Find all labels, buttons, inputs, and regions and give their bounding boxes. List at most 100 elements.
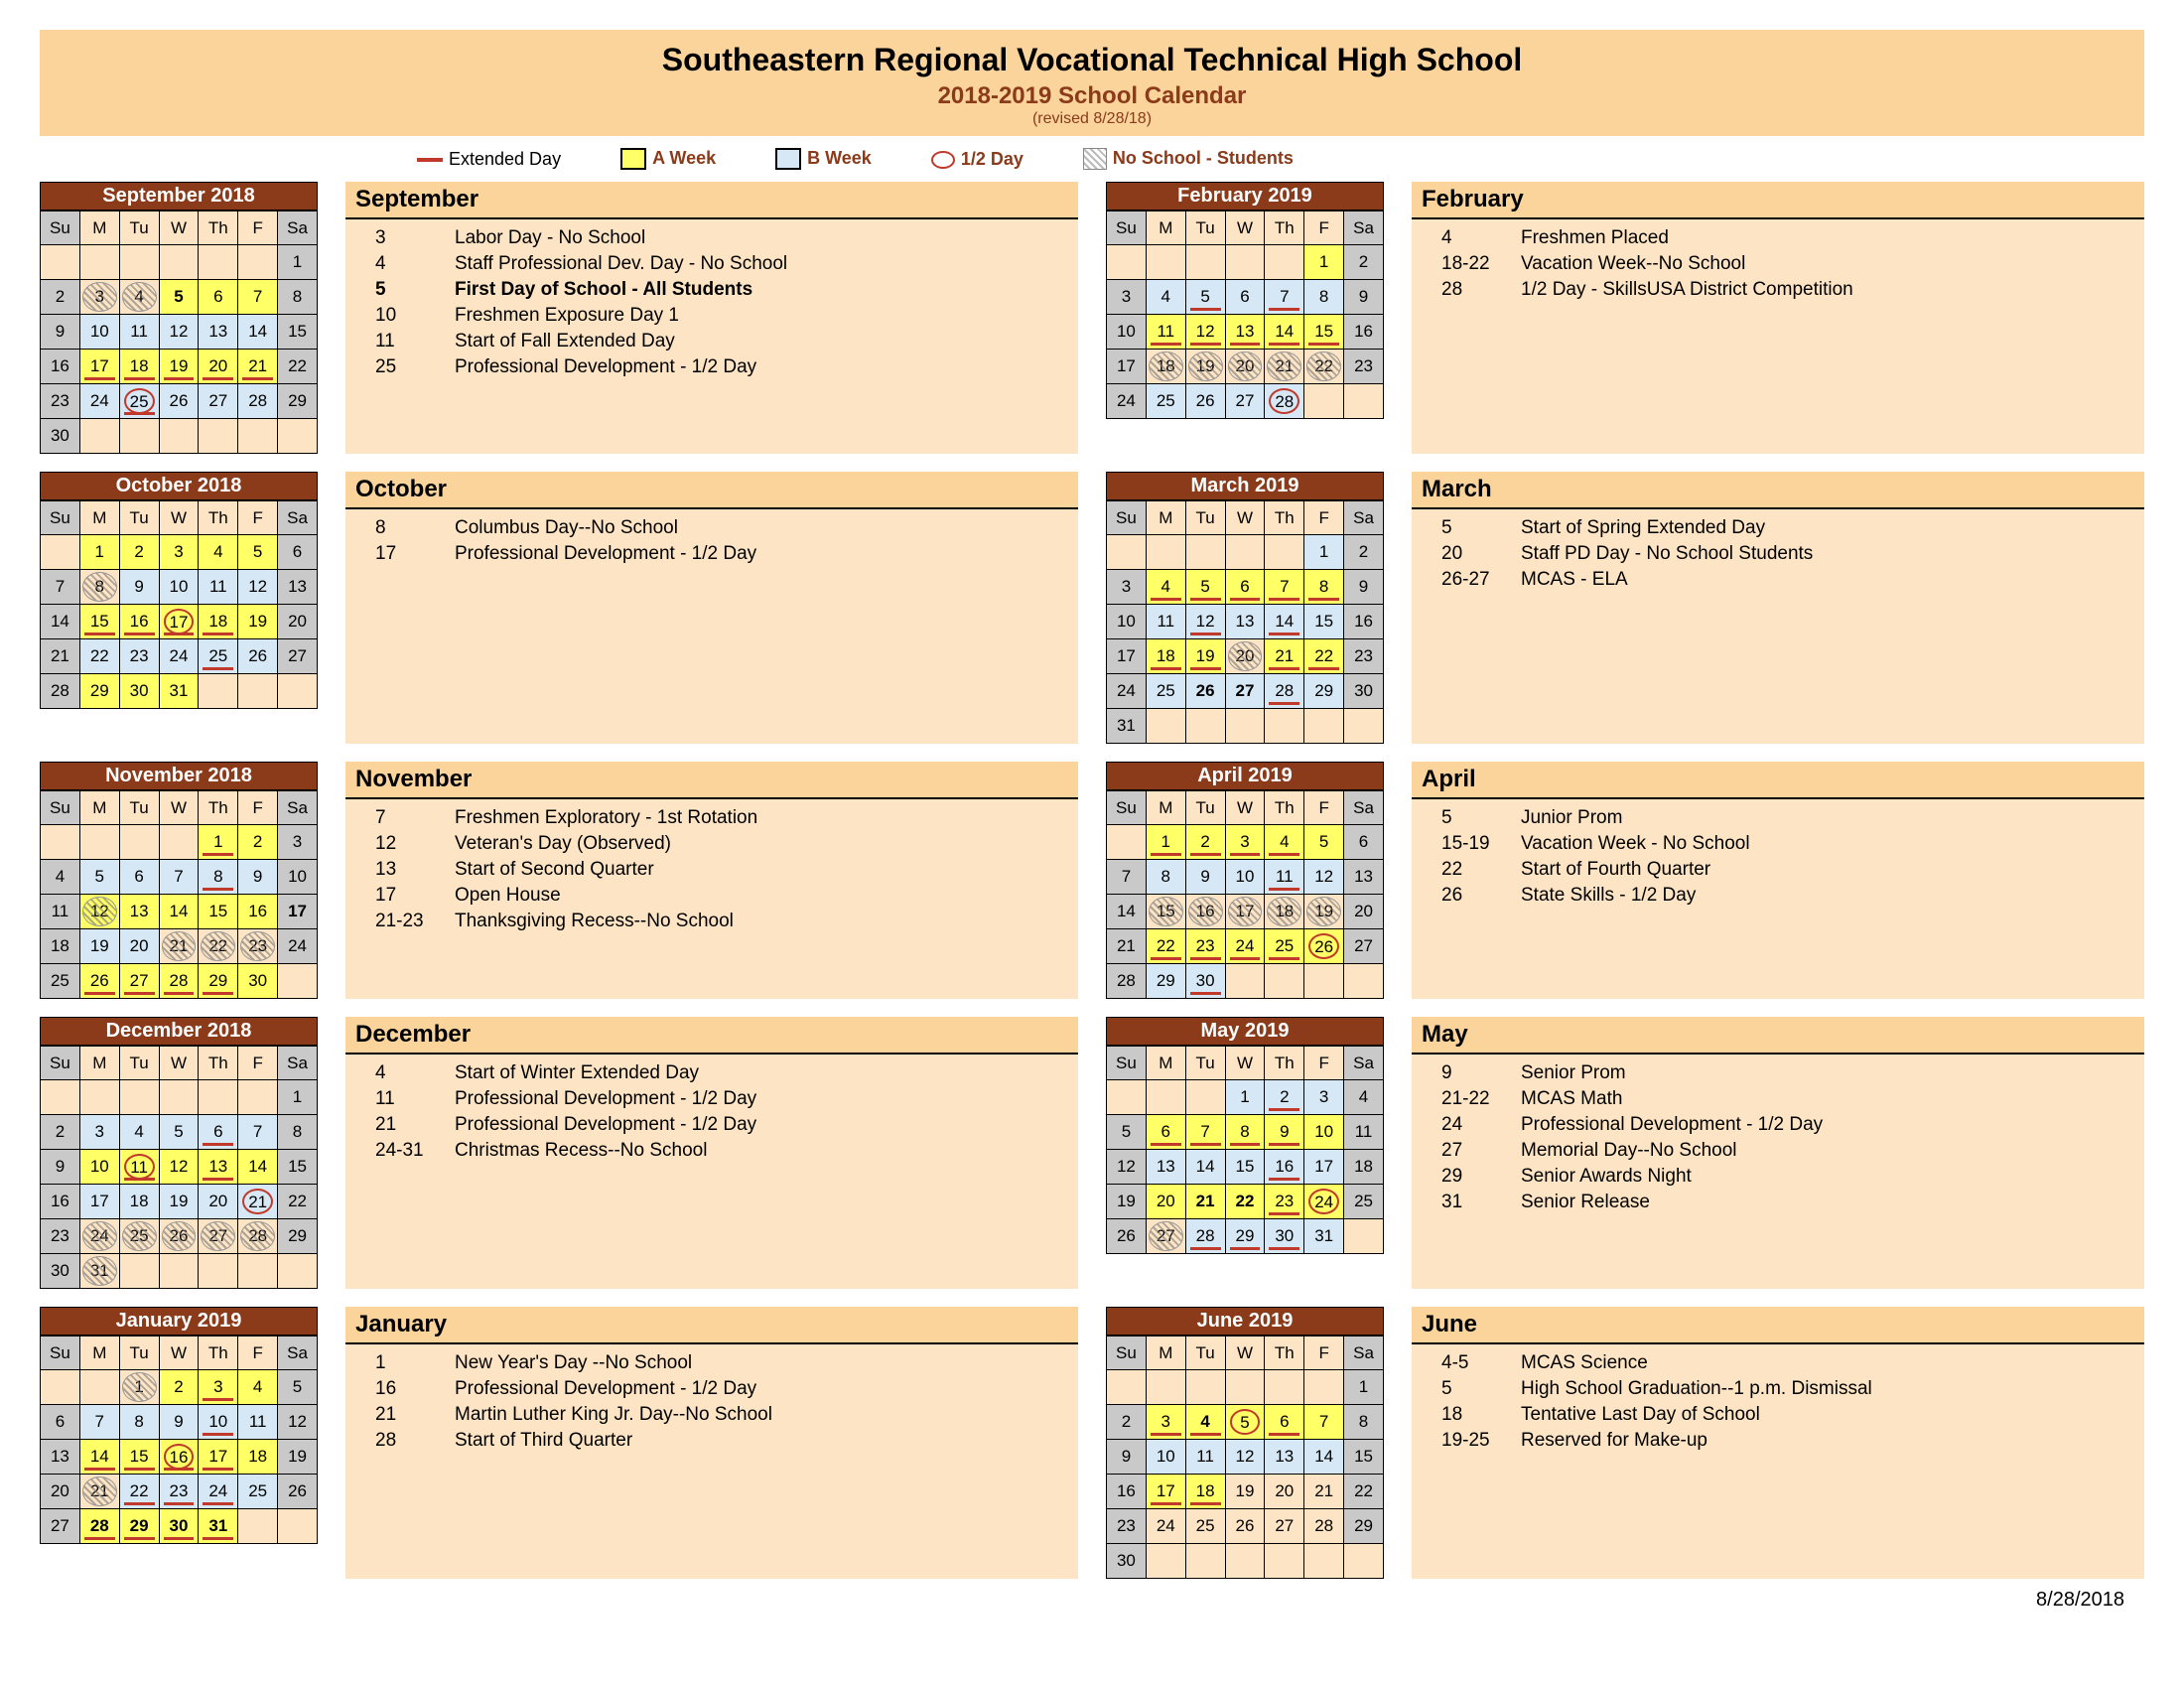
event-row: 10Freshmen Exposure Day 1 (375, 303, 1068, 329)
event-row: 281/2 Day - SkillsUSA District Competiti… (1441, 277, 2134, 303)
month-january: January 2019SuMTuWThFSa12345678910111213… (40, 1307, 318, 1579)
event-row: 4Freshmen Placed (1441, 225, 2134, 251)
calendar-table: SuMTuWThFSa12345678910111213141516171819… (1106, 211, 1384, 419)
event-row: 21Martin Luther King Jr. Day--No School (375, 1402, 1068, 1428)
event-row: 22Start of Fourth Quarter (1441, 857, 2134, 883)
event-row: 5High School Graduation--1 p.m. Dismissa… (1441, 1376, 2134, 1402)
event-row: 29Senior Awards Night (1441, 1164, 2134, 1190)
footer-date: 8/28/2018 (40, 1579, 2144, 1612)
event-row: 21-22MCAS Math (1441, 1086, 2134, 1112)
event-row: 9Senior Prom (1441, 1060, 2134, 1086)
legend-extended: Extended Day (449, 149, 561, 169)
month-title: November 2018 (40, 762, 318, 790)
events-title: December (345, 1017, 1078, 1055)
event-row: 1New Year's Day --No School (375, 1350, 1068, 1376)
month-title: September 2018 (40, 182, 318, 211)
legend: Extended Day A Week B Week 1/2 Day No Sc… (40, 140, 2144, 182)
legend-b-week: B Week (807, 148, 872, 168)
month-title: December 2018 (40, 1017, 318, 1046)
event-row: 27Memorial Day--No School (1441, 1138, 2134, 1164)
events-title: October (345, 472, 1078, 509)
month-title: March 2019 (1106, 472, 1384, 500)
event-row: 31Senior Release (1441, 1190, 2134, 1215)
event-row: 15-19Vacation Week - No School (1441, 831, 2134, 857)
event-row: 13Start of Second Quarter (375, 857, 1068, 883)
event-row: 11Start of Fall Extended Day (375, 329, 1068, 354)
events-september: September 3Labor Day - No School4Staff Pr… (345, 182, 1078, 454)
event-row: 19-25Reserved for Make-up (1441, 1428, 2134, 1454)
header: Southeastern Regional Vocational Technic… (40, 30, 2144, 136)
events-february: February 4Freshmen Placed18-22Vacation We… (1412, 182, 2144, 454)
month-title: October 2018 (40, 472, 318, 500)
event-row: 5First Day of School - All Students (375, 277, 1068, 303)
calendar-grid: September 2018SuMTuWThFSa123456789101112… (40, 182, 2144, 1579)
month-title: January 2019 (40, 1307, 318, 1336)
events-november: November 7Freshmen Exploratory - 1st Rota… (345, 762, 1078, 999)
month-april: April 2019SuMTuWThFSa1234567891011121314… (1106, 762, 1384, 999)
month-february: February 2019SuMTuWThFSa1234567891011121… (1106, 182, 1384, 454)
calendar-table: SuMTuWThFSa12345678910111213141516171819… (40, 790, 318, 999)
events-title: May (1412, 1017, 2144, 1055)
calendar-table: SuMTuWThFSa12345678910111213141516171819… (40, 211, 318, 454)
legend-half-day: 1/2 Day (961, 149, 1024, 169)
events-title: January (345, 1307, 1078, 1344)
school-title: Southeastern Regional Vocational Technic… (40, 42, 2144, 78)
calendar-table: SuMTuWThFSa12345678910111213141516171819… (40, 500, 318, 709)
event-row: 7Freshmen Exploratory - 1st Rotation (375, 805, 1068, 831)
event-row: 18Tentative Last Day of School (1441, 1402, 2134, 1428)
event-row: 5Junior Prom (1441, 805, 2134, 831)
events-april: April 5Junior Prom15-19Vacation Week - No… (1412, 762, 2144, 999)
event-row: 24Professional Development - 1/2 Day (1441, 1112, 2134, 1138)
events-december: December 4Start of Winter Extended Day11P… (345, 1017, 1078, 1289)
month-title: June 2019 (1106, 1307, 1384, 1336)
event-row: 4Staff Professional Dev. Day - No School (375, 251, 1068, 277)
event-row: 3Labor Day - No School (375, 225, 1068, 251)
calendar-table: SuMTuWThFSa12345678910111213141516171819… (1106, 1046, 1384, 1254)
legend-no-school: No School - Students (1113, 148, 1294, 168)
calendar-table: SuMTuWThFSa12345678910111213141516171819… (1106, 1336, 1384, 1579)
event-row: 21Professional Development - 1/2 Day (375, 1112, 1068, 1138)
event-row: 4-5MCAS Science (1441, 1350, 2134, 1376)
legend-a-week: A Week (652, 148, 716, 168)
events-title: March (1412, 472, 2144, 509)
month-title: February 2019 (1106, 182, 1384, 211)
event-row: 20Staff PD Day - No School Students (1441, 541, 2134, 567)
month-december: December 2018SuMTuWThFSa1234567891011121… (40, 1017, 318, 1289)
calendar-subtitle: 2018-2019 School Calendar (40, 82, 2144, 110)
month-title: April 2019 (1106, 762, 1384, 790)
event-row: 8Columbus Day--No School (375, 515, 1068, 541)
month-october: October 2018SuMTuWThFSa12345678910111213… (40, 472, 318, 744)
events-title: September (345, 182, 1078, 219)
events-title: June (1412, 1307, 2144, 1344)
event-row: 12Veteran's Day (Observed) (375, 831, 1068, 857)
month-may: May 2019SuMTuWThFSa123456789101112131415… (1106, 1017, 1384, 1289)
events-title: April (1412, 762, 2144, 799)
month-title: May 2019 (1106, 1017, 1384, 1046)
event-row: 4Start of Winter Extended Day (375, 1060, 1068, 1086)
month-november: November 2018SuMTuWThFSa1234567891011121… (40, 762, 318, 999)
event-row: 11Professional Development - 1/2 Day (375, 1086, 1068, 1112)
month-september: September 2018SuMTuWThFSa123456789101112… (40, 182, 318, 454)
event-row: 25Professional Development - 1/2 Day (375, 354, 1068, 380)
events-may: May 9Senior Prom21-22MCAS Math24Professio… (1412, 1017, 2144, 1289)
event-row: 26-27MCAS - ELA (1441, 567, 2134, 593)
event-row: 17Professional Development - 1/2 Day (375, 541, 1068, 567)
events-june: June 4-5MCAS Science5High School Graduati… (1412, 1307, 2144, 1579)
event-row: 18-22Vacation Week--No School (1441, 251, 2134, 277)
calendar-table: SuMTuWThFSa12345678910111213141516171819… (40, 1336, 318, 1544)
month-march: March 2019SuMTuWThFSa1234567891011121314… (1106, 472, 1384, 744)
event-row: 24-31Christmas Recess--No School (375, 1138, 1068, 1164)
events-october: October 8Columbus Day--No School17Profess… (345, 472, 1078, 744)
event-row: 17Open House (375, 883, 1068, 909)
revised-note: (revised 8/28/18) (40, 110, 2144, 128)
event-row: 5Start of Spring Extended Day (1441, 515, 2134, 541)
event-row: 16Professional Development - 1/2 Day (375, 1376, 1068, 1402)
calendar-table: SuMTuWThFSa12345678910111213141516171819… (1106, 500, 1384, 744)
events-title: February (1412, 182, 2144, 219)
calendar-table: SuMTuWThFSa12345678910111213141516171819… (40, 1046, 318, 1289)
events-march: March 5Start of Spring Extended Day20Staf… (1412, 472, 2144, 744)
events-title: November (345, 762, 1078, 799)
event-row: 26State Skills - 1/2 Day (1441, 883, 2134, 909)
event-row: 21-23Thanksgiving Recess--No School (375, 909, 1068, 934)
events-january: January 1New Year's Day --No School16Prof… (345, 1307, 1078, 1579)
